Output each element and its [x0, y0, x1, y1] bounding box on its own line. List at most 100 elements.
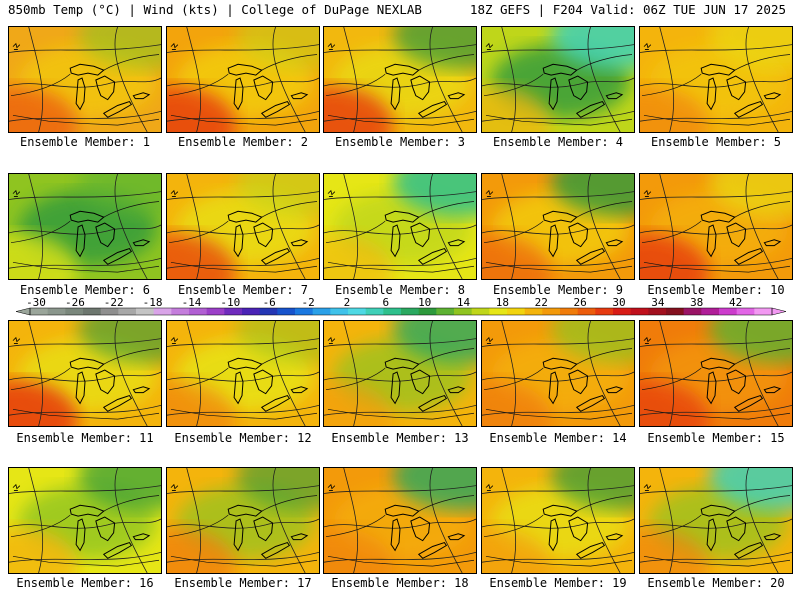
ensemble-member-map: [323, 320, 477, 427]
height-contour: [482, 258, 634, 269]
great-lake-outline: [733, 100, 764, 118]
colorbar-tick-label: 30: [612, 296, 625, 309]
height-contour: [186, 321, 202, 426]
colorbar-tick-label: 42: [729, 296, 742, 309]
temperature-shading: [551, 27, 634, 70]
panel-label: Ensemble Member: 17: [174, 576, 312, 590]
great-lake-outline: [384, 210, 420, 223]
temperature-shading: [482, 379, 552, 426]
colorbar-swatch: [736, 308, 755, 315]
temperature-colorbar: -30 -26 -22 -18 -14 -10 -6 -2 2 6 10 14 18 22 26 30 34 38…: [15, 296, 787, 316]
panel-label: Ensemble Member: 14: [489, 431, 627, 445]
height-contour: [640, 485, 792, 494]
temperature-shading: [167, 85, 237, 132]
height-contour: [343, 27, 359, 132]
great-lake-outline: [706, 224, 717, 258]
height-contour: [482, 111, 634, 122]
colorbar-swatch: [701, 308, 720, 315]
wind-barb-icon: [327, 189, 336, 197]
height-contour: [587, 468, 621, 573]
great-lake-outline: [233, 518, 244, 552]
colorbar-min-arrow: [15, 307, 31, 316]
height-contour: [167, 258, 319, 269]
colorbar-swatch: [401, 308, 420, 315]
great-lake-outline: [726, 369, 747, 395]
temperature-shading: [236, 27, 319, 70]
height-contour: [28, 321, 44, 426]
colorbar-swatch: [206, 308, 225, 315]
panel-label: Ensemble Member: 20: [647, 576, 785, 590]
temperature-shading: [640, 85, 710, 132]
temperature-shading: [551, 468, 634, 511]
great-lake-outline: [542, 357, 578, 370]
height-contour: [659, 468, 675, 573]
temperature-field: [482, 27, 634, 132]
temperature-shading: [393, 27, 476, 70]
temperature-field: [167, 321, 319, 426]
height-contour: [324, 518, 476, 529]
border-lines: [641, 348, 791, 420]
colorbar-tick-label: -26: [65, 296, 85, 309]
height-contour: [186, 468, 202, 573]
colorbar-swatch: [136, 308, 155, 315]
great-lake-outline: [568, 222, 589, 248]
great-lake-outline: [390, 224, 401, 258]
ensemble-member-map: [481, 26, 635, 133]
height-contour: [429, 174, 463, 279]
height-contour: [28, 174, 44, 279]
great-lake-outline: [102, 247, 133, 265]
ensemble-member-map: [8, 173, 162, 280]
height-contour: [501, 321, 517, 426]
temperature-field: [640, 174, 792, 279]
colorbar-swatch: [454, 308, 473, 315]
great-lake-outline: [253, 75, 274, 101]
great-lake-outline: [227, 357, 263, 370]
height-contour: [659, 174, 675, 279]
great-lake-outline: [417, 100, 448, 118]
ensemble-member-map: [323, 26, 477, 133]
border-lines: [10, 348, 160, 420]
colorbar-tick-label: 22: [535, 296, 548, 309]
height-contour: [640, 111, 792, 122]
great-lake-outline: [447, 239, 466, 247]
temperature-shading: [709, 321, 792, 364]
height-contour: [745, 174, 779, 279]
height-contour: [167, 371, 319, 382]
temperature-shading: [78, 321, 161, 364]
colorbar-tick-label: -2: [301, 296, 314, 309]
temperature-shading: [709, 174, 792, 217]
great-lake-outline: [763, 533, 782, 541]
temperature-shading: [393, 468, 476, 511]
great-lake-outline: [410, 75, 431, 101]
great-lake-outline: [605, 533, 624, 541]
colorbar-swatch: [577, 308, 596, 315]
temperature-shading: [324, 85, 394, 132]
height-contour: [167, 111, 319, 122]
colorbar-swatch: [100, 308, 119, 315]
height-contour: [640, 371, 792, 382]
height-contour: [272, 468, 306, 573]
colorbar-swatch: [30, 308, 49, 315]
height-contour: [114, 27, 148, 132]
great-lake-outline: [542, 63, 578, 76]
height-contour: [9, 224, 161, 235]
great-lake-outline: [542, 210, 578, 223]
wind-barb-icon: [170, 189, 179, 197]
temperature-shading: [236, 174, 319, 217]
border-lines: [168, 201, 318, 273]
height-contour: [640, 191, 792, 200]
colorbar-swatch: [83, 308, 102, 315]
great-lake-outline: [700, 504, 736, 517]
colorbar-tick-label: -10: [220, 296, 240, 309]
wind-barb-icon: [485, 336, 494, 344]
height-contour: [167, 191, 319, 200]
height-contour: [167, 224, 319, 235]
great-lake-outline: [384, 357, 420, 370]
temperature-shading: [482, 85, 552, 132]
height-contour: [9, 258, 161, 269]
panel-label: Ensemble Member: 18: [331, 576, 469, 590]
wind-barb-icon: [12, 42, 21, 50]
great-lake-outline: [575, 247, 606, 265]
temperature-shading: [167, 526, 237, 573]
wind-barb-icon: [327, 483, 336, 491]
